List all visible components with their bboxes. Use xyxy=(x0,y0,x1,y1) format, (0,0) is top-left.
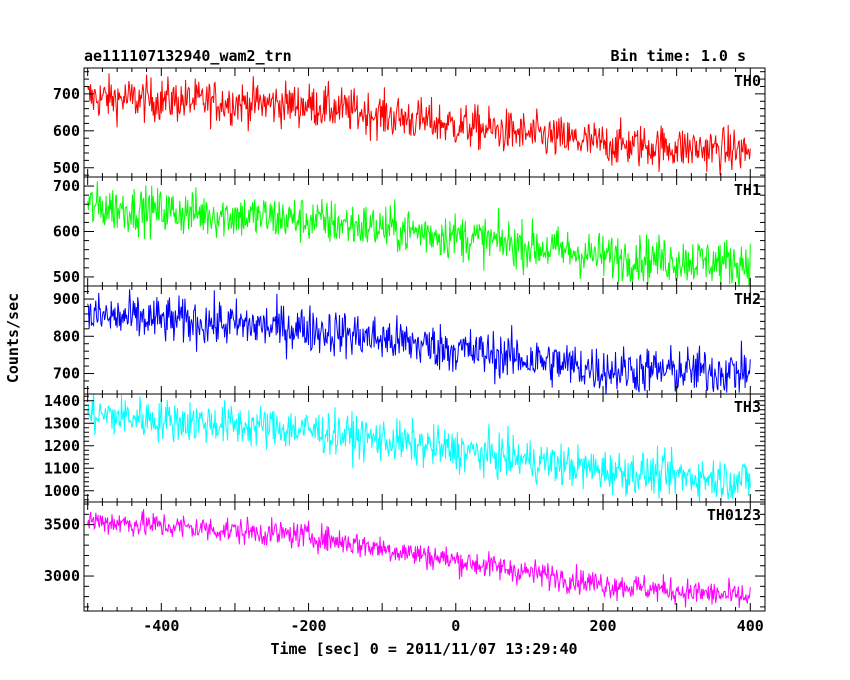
y-tick-label: 700 xyxy=(53,85,80,103)
series-th0-line xyxy=(87,73,751,176)
panel-th1: 500 600 700 TH1 xyxy=(53,176,766,287)
y-tick-label: 500 xyxy=(53,159,80,177)
y-tick-label: 500 xyxy=(53,268,80,286)
y-tick-label: 1300 xyxy=(44,414,80,432)
panel-th3: 1000 1100 1200 1300 1400 TH3 xyxy=(44,392,766,503)
panel-label-th2: TH2 xyxy=(734,290,761,308)
y-tick-label: 600 xyxy=(53,223,80,241)
y-tick-label: 600 xyxy=(53,122,80,140)
x-axis-label: Time [sec] 0 = 2011/11/07 13:29:40 xyxy=(270,640,577,658)
y-tick-label: 700 xyxy=(53,177,80,195)
y-tick-label: 3000 xyxy=(44,567,80,585)
y-tick-label: 1400 xyxy=(44,392,80,410)
panel-frame xyxy=(83,285,766,395)
y-tick-label: 1100 xyxy=(44,459,80,477)
panel-th2: 700 800 900 TH2 xyxy=(53,285,766,395)
series-th1-line xyxy=(87,181,751,286)
y-axis-label: Counts/sec xyxy=(4,293,22,383)
y-tick-label: 3500 xyxy=(44,516,80,534)
y-tick-label: 700 xyxy=(53,365,80,383)
series-th2-line xyxy=(87,289,751,394)
panel-label-th0123: TH0123 xyxy=(707,506,761,524)
panel-frame xyxy=(83,501,766,612)
y-tick-label: 900 xyxy=(53,290,80,308)
panel-label-th1: TH1 xyxy=(734,181,761,199)
panels-group: 500 600 700 TH0 500 600 700 TH1 700 800 900 TH2 1000… xyxy=(44,67,766,635)
y-tick-label: 800 xyxy=(53,327,80,345)
panel-th0: 500 600 700 TH0 xyxy=(53,67,766,178)
panel-label-th0: TH0 xyxy=(734,72,761,90)
panel-th0123: 3000 3500 TH0123 xyxy=(44,501,766,612)
x-tick-label: 0 xyxy=(451,617,460,635)
plot-title: ae111107132940_wam2_trn xyxy=(84,47,292,65)
panel-label-th3: TH3 xyxy=(734,398,761,416)
x-tick-label: -200 xyxy=(290,617,326,635)
series-th3-line xyxy=(87,394,751,502)
series-th0123-line xyxy=(87,509,751,609)
y-tick-label: 1200 xyxy=(44,437,80,455)
x-tick-label: 200 xyxy=(589,617,616,635)
bin-time-label: Bin time: 1.0 s xyxy=(611,47,746,65)
x-tick-label: 400 xyxy=(737,617,764,635)
x-tick-label: -400 xyxy=(143,617,179,635)
y-tick-label: 1000 xyxy=(44,482,80,500)
